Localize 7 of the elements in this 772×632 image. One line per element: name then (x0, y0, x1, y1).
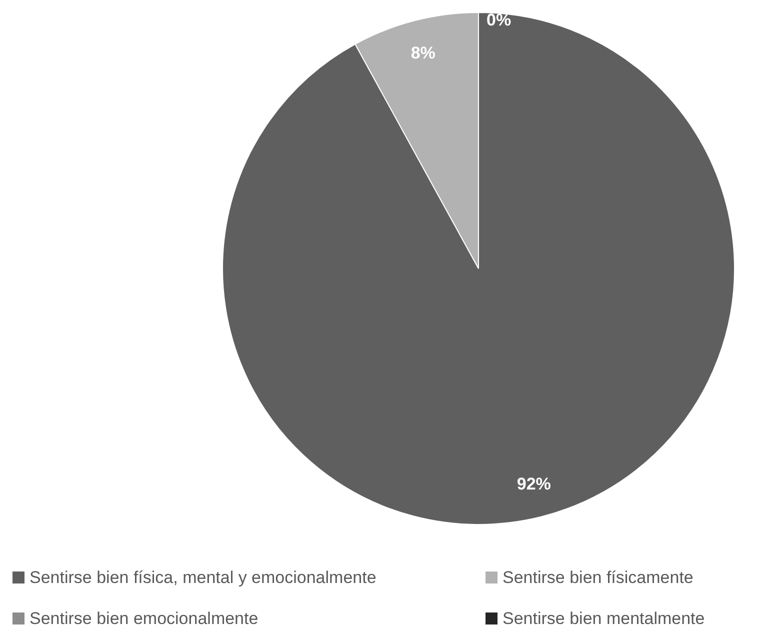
legend-label: Sentirse bien físicamente (502, 568, 694, 587)
legend-label: Sentirse bien mentalmente (502, 609, 705, 628)
data-label: 92% (516, 474, 551, 494)
legend-label: Sentirse bien física, mental y emocionalmente (30, 568, 376, 587)
data-label: 8% (410, 43, 436, 62)
text: 0% (486, 10, 512, 30)
legend-label: Sentirse bien emocionalmente (30, 609, 258, 628)
